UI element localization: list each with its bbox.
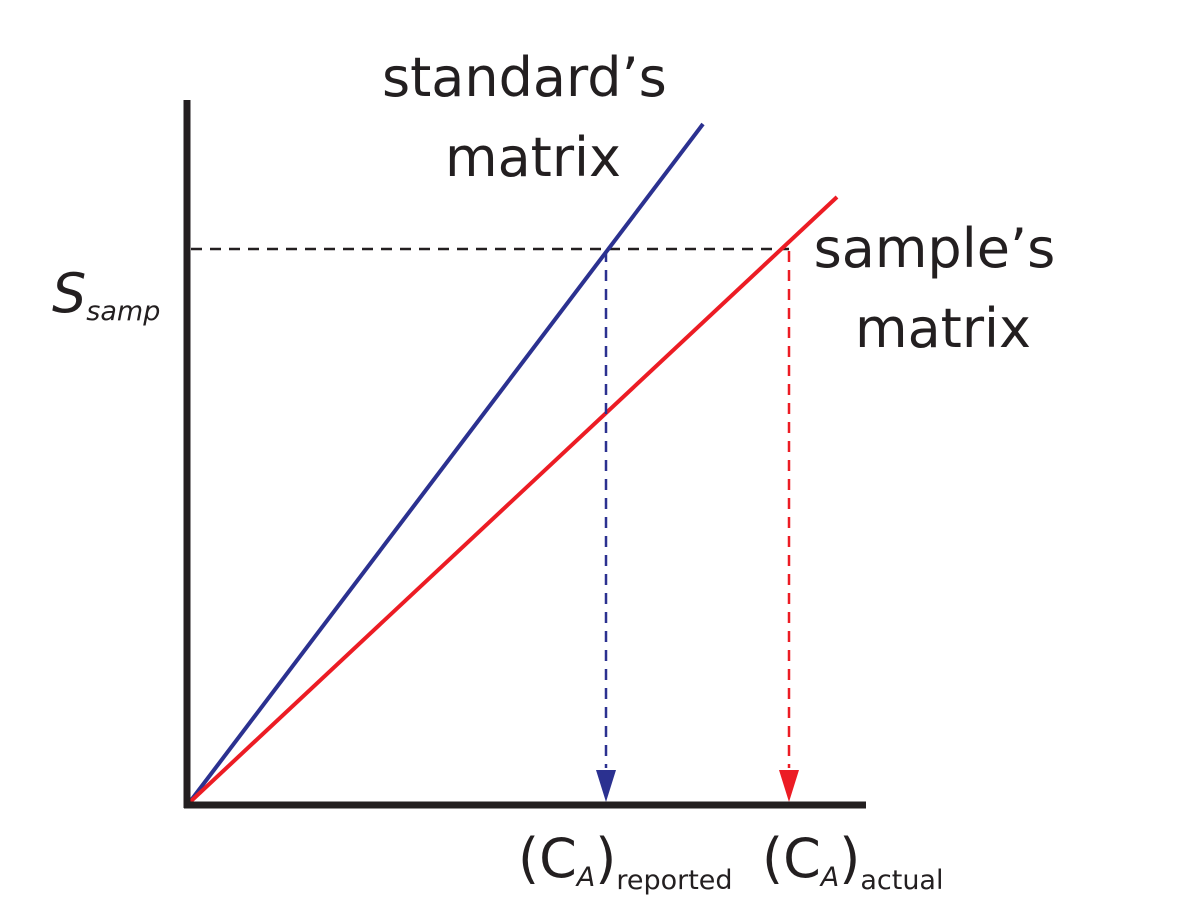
sample-matrix-label: sample’s matrix	[814, 217, 1073, 360]
actual-concentration-label: (CA)actual	[762, 827, 943, 896]
sample-matrix-line	[187, 195, 839, 805]
reported-arrowhead	[596, 770, 616, 802]
actual-arrowhead	[779, 770, 799, 802]
standard-matrix-label: standard’s matrix	[382, 46, 684, 189]
y-axis-label: Ssamp	[52, 262, 160, 327]
standard-matrix-line	[187, 122, 705, 805]
reported-concentration-label: (CA)reported	[518, 827, 733, 896]
